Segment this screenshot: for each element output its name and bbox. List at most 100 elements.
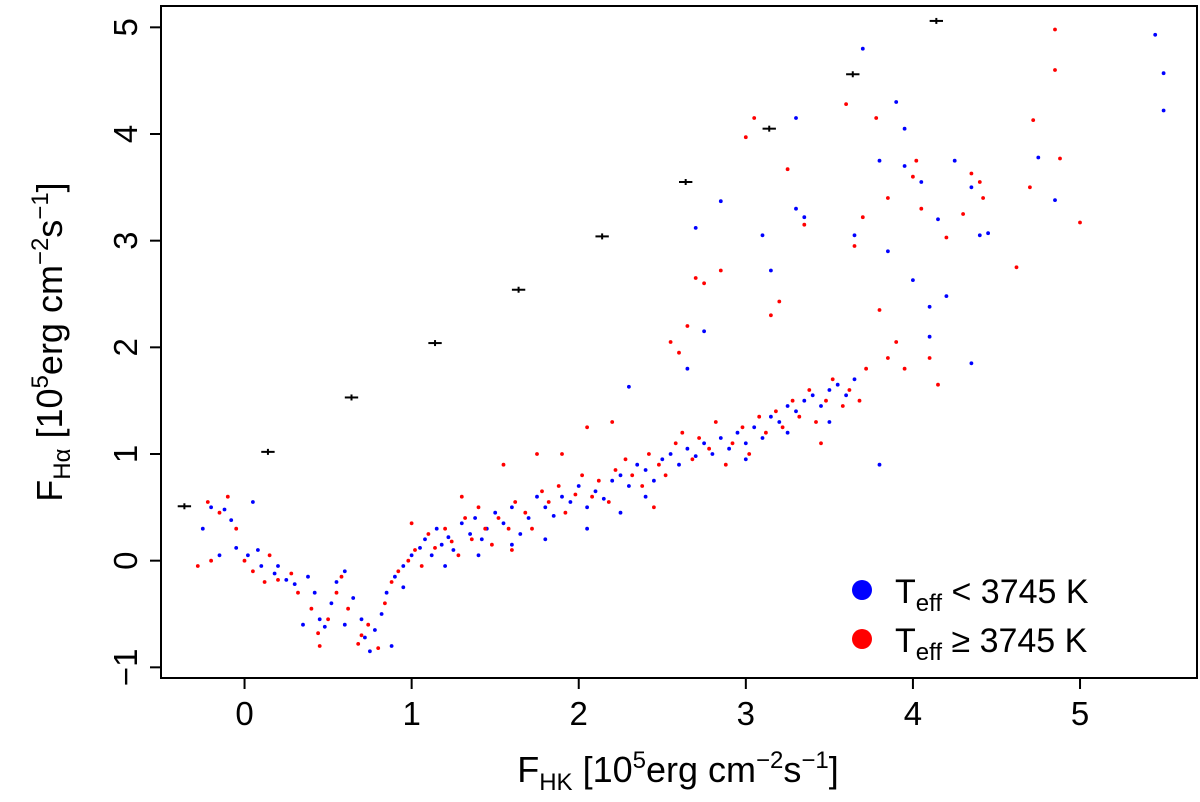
- data-point: [383, 601, 387, 606]
- data-point: [969, 185, 974, 190]
- data-point: [902, 366, 907, 371]
- data-point: [526, 516, 531, 520]
- data-point: [401, 585, 406, 590]
- data-point: [802, 398, 807, 403]
- data-point: [685, 446, 690, 451]
- data-point: [306, 574, 310, 579]
- reference-error-bars: [177, 17, 944, 510]
- data-point: [769, 414, 773, 419]
- data-point: [339, 574, 344, 579]
- data-point: [919, 206, 924, 211]
- y-tick-label: 1: [107, 445, 144, 463]
- data-point: [764, 430, 768, 435]
- data-point: [1014, 265, 1019, 270]
- data-point: [606, 500, 611, 504]
- data-point: [490, 542, 494, 547]
- data-point: [317, 644, 322, 648]
- data-point: [551, 514, 556, 518]
- data-point: [205, 500, 210, 504]
- data-point: [200, 526, 205, 531]
- data-point: [777, 420, 782, 424]
- data-point: [852, 233, 857, 238]
- y-axis: −1 0 1 2 3 4 5: [107, 18, 161, 686]
- data-point: [1078, 220, 1082, 225]
- data-point: [618, 510, 623, 515]
- data-point: [272, 571, 277, 576]
- data-point: [449, 539, 454, 544]
- data-point: [810, 393, 815, 398]
- data-point: [802, 222, 807, 227]
- data-point: [730, 441, 735, 446]
- x-tick-label: 2: [570, 695, 588, 732]
- data-point: [802, 215, 807, 220]
- data-point: [1053, 68, 1057, 72]
- data-point: [860, 46, 865, 51]
- x-tick-label: 0: [235, 695, 253, 732]
- data-point: [827, 420, 832, 424]
- data-point: [707, 446, 711, 451]
- data-point: [543, 537, 548, 542]
- data-point: [747, 452, 752, 456]
- data-point: [256, 548, 260, 552]
- data-point: [877, 462, 882, 467]
- data-point: [234, 546, 239, 550]
- data-point: [710, 452, 715, 456]
- data-point: [543, 505, 548, 510]
- data-point: [668, 452, 673, 456]
- data-point: [317, 617, 322, 622]
- data-point: [743, 135, 748, 140]
- data-point: [483, 526, 488, 531]
- data-point: [936, 217, 940, 222]
- data-point: [613, 468, 618, 472]
- data-point: [384, 590, 389, 595]
- data-point: [794, 116, 798, 120]
- data-point: [1053, 27, 1057, 32]
- data-point: [409, 553, 414, 558]
- data-point: [376, 646, 381, 650]
- data-point: [735, 430, 740, 435]
- data-point: [530, 526, 534, 531]
- data-point: [774, 409, 778, 414]
- data-point: [635, 462, 640, 467]
- data-point: [368, 649, 372, 654]
- x-tick-label: 4: [904, 695, 922, 732]
- data-point: [342, 569, 347, 574]
- data-point: [389, 644, 394, 648]
- data-point: [760, 233, 765, 238]
- data-point: [225, 494, 230, 499]
- data-point: [969, 171, 974, 176]
- data-point: [1036, 155, 1041, 160]
- data-point: [209, 558, 214, 563]
- data-point: [446, 535, 451, 540]
- data-point: [668, 340, 673, 344]
- data-point: [459, 494, 464, 499]
- data-point: [309, 606, 314, 611]
- data-point: [794, 206, 798, 211]
- data-point: [296, 590, 300, 595]
- data-point: [242, 558, 247, 563]
- data-point: [657, 462, 661, 467]
- data-point: [513, 500, 518, 504]
- data-point: [677, 350, 681, 355]
- data-point: [785, 404, 790, 408]
- data-point: [844, 393, 848, 398]
- data-point: [409, 521, 414, 526]
- data-point: [685, 324, 690, 328]
- data-point: [576, 484, 581, 488]
- legend-label-blue: Teff < 3745 K: [895, 573, 1089, 617]
- data-point: [568, 500, 573, 504]
- data-point: [469, 537, 474, 542]
- data-point: [379, 612, 384, 616]
- data-point: [652, 505, 656, 510]
- data-point: [443, 526, 447, 531]
- data-point: [640, 484, 645, 488]
- data-point: [723, 462, 728, 467]
- data-point: [752, 116, 757, 120]
- data-point: [366, 622, 371, 627]
- data-point: [363, 635, 367, 640]
- data-point: [740, 425, 745, 430]
- data-point: [1161, 108, 1166, 113]
- data-point: [623, 457, 628, 462]
- data-point: [702, 329, 706, 334]
- data-point: [580, 473, 584, 478]
